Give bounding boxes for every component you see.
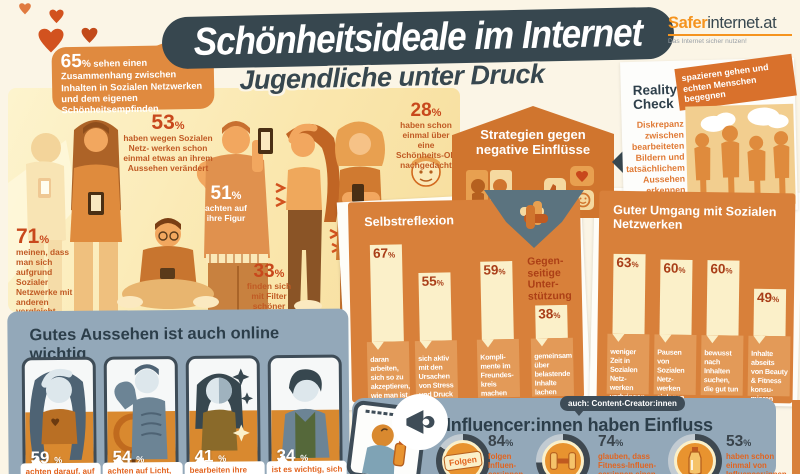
card-3-caption: bearbeiten ihre Bilder in Bearbeitungs-A… bbox=[184, 461, 266, 474]
influencer-stat-53: 53% haben schon einmal von Influencer:in… bbox=[726, 433, 787, 474]
title-banner: Schönheitsideale im Internet bbox=[161, 6, 675, 70]
follow-button: Folgen bbox=[443, 450, 483, 472]
influencer-title: Influencer:innen haben Einfluss bbox=[446, 415, 713, 435]
influencer-stat-74: 74% glauben, dass Fitness-Influen- cer:i… bbox=[598, 433, 657, 474]
heart-icon bbox=[49, 9, 64, 24]
donut-74 bbox=[536, 434, 590, 474]
content-creator-badge: auch: Content-Creator:innen bbox=[560, 396, 685, 416]
strategies-header: Strategien gegen negative Einflüsse bbox=[475, 127, 591, 157]
page-title: Schönheitsideale im Internet bbox=[193, 10, 643, 64]
megaphone-icon bbox=[406, 410, 435, 434]
bar-55-caption: sich aktiv mit den Ursachen von Stress u… bbox=[414, 340, 463, 417]
bar-67-caption: daran arbeiten, sich so zu akzeptieren, … bbox=[366, 341, 411, 401]
influencer-stat-84: 84% folgen Influen- cer:innen bbox=[488, 433, 523, 474]
bar-63-caption: weniger Zeit in Sozialen Netz- werken ve… bbox=[606, 333, 650, 401]
bar-60b: 60% bbox=[706, 260, 740, 336]
figure-girl-posing bbox=[275, 123, 343, 312]
stat-33: 33% finden sich mit Filter schöner bbox=[246, 261, 292, 311]
bar-49-caption: Inhalte abseits von Beauty & Fitness kon… bbox=[747, 335, 791, 403]
figure-girl-long-hair bbox=[70, 120, 122, 312]
bottle-icon bbox=[688, 447, 702, 474]
heart-icon bbox=[38, 28, 64, 53]
figure-boy-sitting-phone bbox=[117, 218, 219, 309]
bar-59: 59% bbox=[480, 261, 514, 340]
hands-icon bbox=[520, 201, 548, 229]
bar-55: 55% bbox=[418, 272, 452, 341]
bar-49: 49% bbox=[753, 288, 787, 337]
bar-59-caption: Kompli- mente im Freundes- kreis machen bbox=[476, 338, 521, 398]
stat-71: 71% meinen, dass man sich aufgrund Sozia… bbox=[16, 225, 73, 316]
card-1-caption: achten darauf, auf Bildern gut auszusehe… bbox=[20, 462, 101, 474]
doodle-face bbox=[411, 156, 441, 187]
reality-check-body: Diskrepanz zwischen bearbeiteten Bildern… bbox=[626, 118, 686, 196]
card-4-caption: ist es wichtig, sich sexy zu zeigen bbox=[266, 460, 347, 474]
bar-67: 67% bbox=[369, 244, 404, 342]
bar-38-caption: gemeinsam über belastende Inhalte lachen bbox=[530, 337, 575, 397]
stat-65-pct: 65 bbox=[60, 50, 83, 73]
umgang-panel: Guter Umgang mit Sozialen Netzwerken 63%… bbox=[596, 190, 796, 404]
logo-tagline: Das Internet sicher nutzen! bbox=[668, 38, 747, 45]
smartphone-illustration bbox=[345, 399, 429, 474]
reality-check-panel: Reality Check spazieren gehen und echten… bbox=[620, 53, 798, 215]
bar-60a-caption: Pausen von Sozialen Netz- werken einlege… bbox=[653, 334, 697, 402]
selbstreflexion-title: Selbstreflexion bbox=[364, 213, 455, 230]
logo-wordmark: Saferinternet.at bbox=[668, 14, 792, 36]
card-2-caption: achten auf Licht, Pose und Styling bbox=[102, 461, 183, 474]
bar-60b-caption: bewusst nach Inhalten suchen, die gut tu… bbox=[700, 335, 744, 396]
bar-38: 38% bbox=[535, 304, 568, 339]
donut-84: Folgen bbox=[436, 434, 490, 474]
saferinternet-logo: Saferinternet.at Das Internet sicher nut… bbox=[668, 14, 792, 45]
umgang-title: Guter Umgang mit Sozialen Netzwerken bbox=[612, 202, 777, 233]
bar-60a: 60% bbox=[659, 259, 693, 335]
heart-icon bbox=[19, 3, 31, 15]
phone-screen-illustration bbox=[362, 409, 407, 474]
stat-53: 53% haben wegen Sozialen Netz- werken sc… bbox=[123, 111, 213, 173]
people-silhouettes bbox=[685, 103, 796, 207]
online-section: Gutes Aussehen ist auch online wichtig 5… bbox=[7, 308, 350, 474]
donut-53 bbox=[668, 434, 722, 474]
silhouettes-illustration bbox=[694, 107, 790, 204]
reality-check-tip: spazieren gehen und echten Menschen bege… bbox=[674, 53, 797, 111]
heart-icon bbox=[81, 27, 98, 43]
figure-girl-phone-pale bbox=[26, 133, 66, 312]
bar-63: 63% bbox=[612, 253, 646, 335]
page-subtitle: Jugendliche unter Druck bbox=[239, 58, 545, 96]
stat-28: 28% haben schon einmal über eine Schönhe… bbox=[395, 100, 457, 170]
stat-51: 51% achten auf ihre Figur bbox=[205, 183, 247, 223]
unterstuetzung-label: Gegen- seitige Unter- stützung bbox=[527, 254, 572, 303]
panel-edge-sliver bbox=[792, 400, 800, 474]
dumbbell-icon bbox=[549, 452, 577, 470]
megaphone-circle bbox=[392, 394, 448, 450]
